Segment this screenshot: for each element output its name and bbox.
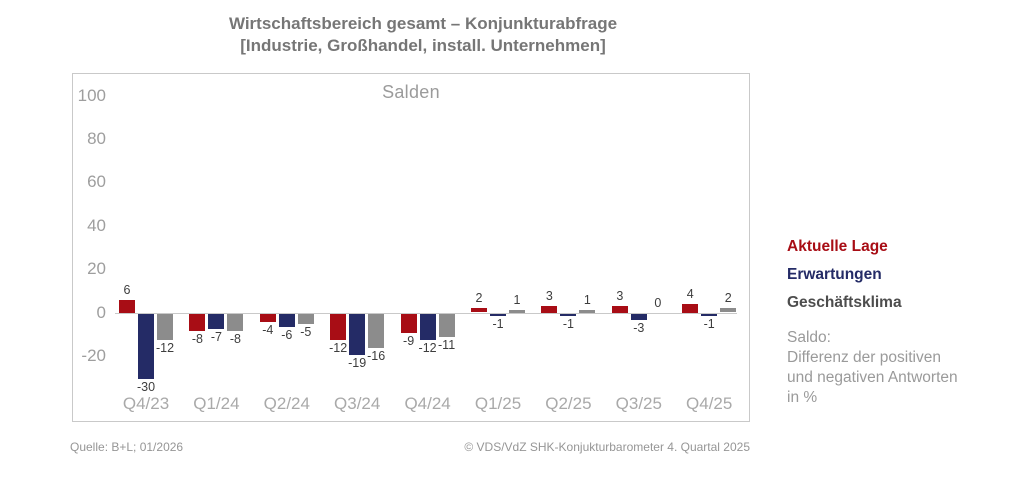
bar-value-label: 3 <box>545 289 553 304</box>
x-axis-category-label: Q3/25 <box>615 394 662 413</box>
bar-value-label: 1 <box>583 293 591 308</box>
x-axis-category-label: Q2/25 <box>545 394 592 413</box>
bar-erwartungen <box>138 313 154 379</box>
bar-value-label: 1 <box>513 293 521 308</box>
bar-value-label: -1 <box>562 316 574 331</box>
bar-geschaeftsklima <box>368 313 385 349</box>
plot-area: Salden 100 80 60 40 20 0 -20 Q4/23 6 -30 -12 Q1/24-… <box>72 73 750 422</box>
plot-inner-title: Salden <box>382 82 440 102</box>
bar-aktuelle-lage <box>682 303 699 313</box>
bar-value-label: -8 <box>191 331 203 346</box>
legend-note: Saldo: Differenz der positiven und negat… <box>787 328 958 408</box>
x-axis-category-label: Q3/24 <box>334 394 381 413</box>
legend-note-line2: Differenz der positiven <box>787 349 941 366</box>
bar-value-label: -8 <box>229 331 241 346</box>
bar-value-label: -6 <box>281 327 293 342</box>
x-axis-category-label: Q4/24 <box>404 394 451 413</box>
bar-aktuelle-lage <box>330 313 347 340</box>
bar-value-label: -1 <box>703 316 715 331</box>
legend-note-line3: und negativen Antworten <box>787 369 958 386</box>
chart-title-line1: Wirtschaftsbereich gesamt – Konjunkturab… <box>228 14 618 33</box>
bar-value-label: -12 <box>418 340 437 355</box>
x-axis-category-label: Q4/25 <box>686 394 733 413</box>
x-axis-category-label: Q1/24 <box>193 394 240 413</box>
bar-geschaeftsklima <box>438 313 455 338</box>
bar-value-label: -12 <box>329 340 348 355</box>
bar-aktuelle-lage <box>119 299 135 313</box>
y-axis-tick-label: 60 <box>87 172 106 192</box>
bar-value-label: 4 <box>686 286 694 301</box>
bar-geschaeftsklima <box>720 308 737 313</box>
y-axis-tick-label: 0 <box>96 302 106 322</box>
bar-erwartungen <box>490 313 506 316</box>
bar-value-label: -11 <box>438 338 456 353</box>
x-axis-category-label: Q4/23 <box>122 394 170 413</box>
bar-value-label: -4 <box>262 323 274 338</box>
copyright-note: © VDS/VdZ SHK-Konjukturbarometer 4. Quar… <box>464 440 750 454</box>
bar-value-label: -30 <box>136 379 156 394</box>
legend-item-aktuelle-lage: Aktuelle Lage <box>787 238 888 255</box>
y-axis-tick-label: 20 <box>87 259 106 279</box>
bar-erwartungen <box>630 313 647 321</box>
bar-erwartungen <box>278 313 295 327</box>
bar-value-label: 2 <box>724 291 732 306</box>
bar-erwartungen <box>701 313 718 316</box>
y-axis-tick-label: -20 <box>81 345 106 365</box>
bar-aktuelle-lage <box>189 313 206 331</box>
bar-aktuelle-lage <box>471 308 487 313</box>
x-axis-category-label: Q1/25 <box>474 394 522 413</box>
legend-note-line1: Saldo: <box>787 329 831 346</box>
bar-geschaeftsklima <box>579 310 596 313</box>
bar-aktuelle-lage <box>541 306 558 313</box>
legend-note-line4: in % <box>787 389 818 406</box>
chart-title: Wirtschaftsbereich gesamt – Konjunkturab… <box>0 13 846 57</box>
y-axis-tick-label: 80 <box>87 129 106 149</box>
bar-geschaeftsklima <box>509 310 525 313</box>
bar-geschaeftsklima <box>297 313 314 325</box>
bar-value-label: -3 <box>633 321 645 336</box>
chart-title-line2: [Industrie, Großhandel, install. Unterne… <box>240 36 606 55</box>
bar-aktuelle-lage <box>400 313 417 334</box>
bar-value-label: -5 <box>300 325 312 340</box>
bar-erwartungen <box>349 313 366 355</box>
bar-erwartungen <box>560 313 577 316</box>
source-note: Quelle: B+L; 01/2026 <box>70 440 184 454</box>
bar-value-label: -16 <box>367 349 386 364</box>
bar-value-label: -12 <box>155 340 175 355</box>
x-axis-category-label: Q2/24 <box>263 394 310 413</box>
bar-value-label: -9 <box>403 334 415 349</box>
bar-value-label: -19 <box>348 355 367 370</box>
bar-value-label: 3 <box>616 289 624 304</box>
zero-axis-line <box>115 312 737 314</box>
bar-value-label: 2 <box>475 291 483 306</box>
legend: Aktuelle Lage Erwartungen Geschäftsklima… <box>787 238 958 408</box>
bar-erwartungen <box>208 313 225 329</box>
y-axis-tick-label: 100 <box>77 85 106 105</box>
bar-aktuelle-lage <box>259 313 276 323</box>
bar-value-label: -1 <box>492 316 504 331</box>
legend-item-erwartungen: Erwartungen <box>787 266 882 283</box>
bar-value-label: 0 <box>654 295 662 310</box>
bar-erwartungen <box>419 313 436 340</box>
bar-geschaeftsklima <box>157 313 173 340</box>
bar-value-label: -7 <box>210 329 222 344</box>
bar-geschaeftsklima <box>227 313 244 331</box>
bar-value-label: 6 <box>123 282 131 297</box>
y-axis-tick-label: 40 <box>87 215 106 235</box>
legend-item-geschaeftsklima: Geschäftsklima <box>787 294 902 311</box>
bar-aktuelle-lage <box>611 306 628 313</box>
